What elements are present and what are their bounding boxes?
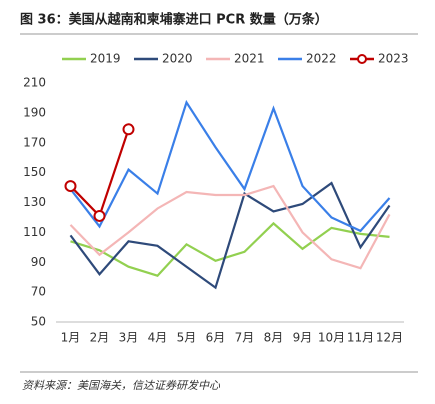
x-tick-label: 12月 xyxy=(376,331,403,345)
legend-label: 2023 xyxy=(378,52,409,66)
y-tick-label: 170 xyxy=(23,135,46,149)
chart-title: 图 36：美国从越南和柬埔寨进口 PCR 数量（万条） xyxy=(20,12,328,28)
legend-label: 2019 xyxy=(90,52,121,66)
x-tick-label: 8月 xyxy=(264,331,284,345)
x-tick-label: 11月 xyxy=(347,331,374,345)
legend-label: 2021 xyxy=(234,52,265,66)
y-tick-label: 190 xyxy=(23,105,46,119)
x-tick-label: 9月 xyxy=(293,331,313,345)
y-tick-label: 150 xyxy=(23,165,46,179)
series-line xyxy=(69,184,391,270)
y-tick-label: 130 xyxy=(23,195,46,209)
x-tick-label: 5月 xyxy=(177,331,197,345)
legend-label: 2020 xyxy=(162,52,193,66)
x-tick-label: 2月 xyxy=(90,331,110,345)
y-tick-label: 90 xyxy=(31,255,46,269)
x-tick-label: 1月 xyxy=(61,331,81,345)
point-marker xyxy=(93,209,106,222)
y-tick-label: 50 xyxy=(31,315,46,329)
series-line xyxy=(69,99,391,233)
point-marker xyxy=(64,180,77,193)
x-tick-label: 3月 xyxy=(119,331,139,345)
x-tick-label: 10月 xyxy=(318,331,345,345)
series-line xyxy=(69,181,391,290)
series-line xyxy=(69,128,130,219)
x-tick-label: 6月 xyxy=(206,331,226,345)
y-tick-label: 210 xyxy=(23,76,46,90)
x-tick-label: 4月 xyxy=(148,331,168,345)
y-tick-label: 110 xyxy=(23,225,46,239)
legend-label: 2022 xyxy=(306,52,337,66)
y-tick-label: 70 xyxy=(31,285,46,299)
point-marker xyxy=(122,123,135,136)
legend-marker xyxy=(357,54,367,64)
series-line xyxy=(70,221,390,277)
x-tick-label: 7月 xyxy=(235,331,255,345)
source: 资料来源：美国海关，信达证券研发中心 xyxy=(22,379,221,392)
